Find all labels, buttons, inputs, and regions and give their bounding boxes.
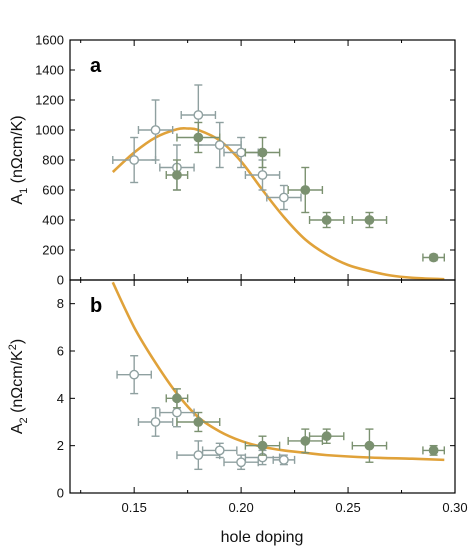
x-tick-label: 0.30 — [442, 500, 467, 515]
filled-point — [351, 211, 388, 229]
marker — [257, 147, 268, 158]
filled-point — [422, 444, 446, 456]
panel-b: b 0 2 4 6 8 0.15 0.20 0.25 0.30 A2 (nΩcm/K2) — [7, 279, 468, 515]
marker — [428, 252, 439, 263]
marker — [214, 445, 225, 456]
marker — [214, 140, 225, 150]
marker — [129, 155, 140, 165]
open-point — [197, 121, 242, 169]
filled-point — [165, 388, 189, 409]
marker — [193, 110, 204, 120]
filled-point — [351, 428, 388, 463]
y-tick-label: 200 — [42, 243, 64, 258]
marker — [193, 450, 204, 461]
y-tick-label: 1000 — [35, 123, 64, 138]
filled-point — [244, 435, 281, 456]
marker — [364, 215, 375, 225]
open-point — [272, 454, 296, 466]
marker — [172, 170, 182, 180]
filled-point — [287, 166, 324, 214]
filled-point — [176, 121, 221, 154]
marker — [236, 147, 247, 158]
panel-label: b — [90, 295, 102, 317]
y-tick-label: 1400 — [35, 63, 64, 78]
y-tick-label: 1200 — [35, 93, 64, 108]
filled-point — [176, 411, 221, 433]
marker — [150, 125, 161, 135]
marker — [193, 417, 204, 427]
marker — [321, 215, 332, 225]
filled-point — [308, 211, 345, 229]
marker — [257, 170, 268, 180]
marker — [150, 417, 161, 427]
fit-curve — [111, 281, 445, 462]
fit-curve — [111, 126, 445, 280]
y-tick-label: 8 — [57, 296, 64, 311]
open-point — [266, 184, 302, 211]
marker — [364, 440, 375, 451]
x-axis-label: hole doping — [221, 529, 304, 546]
x-tick-label: 0.25 — [335, 500, 360, 515]
y-tick-label: 400 — [42, 213, 64, 228]
marker — [300, 436, 311, 446]
open-point — [137, 99, 174, 161]
filled-point — [287, 428, 324, 454]
marker — [129, 369, 140, 380]
panel-a: a 0 200 400 600 800 1000 1200 1400 1600 A1 (nΩcm/K… — [9, 33, 456, 288]
x-tick-label: 0.20 — [228, 500, 253, 515]
x-tick-label: 0.15 — [122, 500, 147, 515]
y-tick-label: 6 — [57, 344, 64, 359]
panel-label: a — [90, 55, 102, 77]
open-point — [116, 355, 152, 395]
y-tick-label: 4 — [57, 391, 64, 406]
y-axis-label: A2 (nΩcm/K2) — [7, 339, 30, 434]
marker — [172, 407, 182, 418]
y-tick-label: 1600 — [35, 33, 64, 48]
open-point — [176, 440, 221, 471]
marker — [321, 431, 332, 442]
open-point — [223, 454, 259, 471]
marker — [300, 185, 311, 195]
y-tick-label: 2 — [57, 438, 64, 453]
y-tick-label: 0 — [57, 273, 64, 288]
open-point — [137, 407, 174, 437]
marker — [172, 393, 182, 404]
y-axis-label: A1 (nΩcm/K) — [9, 115, 30, 204]
filled-point — [422, 252, 446, 263]
open-point — [112, 136, 157, 184]
y-tick-label: 0 — [57, 486, 64, 501]
marker — [193, 132, 204, 143]
marker — [236, 457, 247, 468]
y-tick-label: 800 — [42, 153, 64, 168]
filled-point — [165, 159, 189, 191]
marker — [257, 440, 268, 451]
filled-point — [308, 428, 345, 444]
marker — [428, 445, 439, 456]
marker — [278, 192, 289, 203]
filled-point — [244, 136, 281, 169]
y-tick-label: 600 — [42, 183, 64, 198]
plot-frame — [69, 279, 456, 494]
open-point — [201, 442, 238, 459]
marker — [278, 454, 289, 465]
